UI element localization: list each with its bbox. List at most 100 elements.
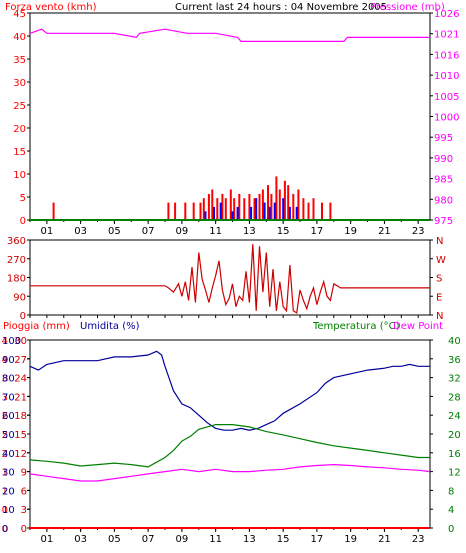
wind-bar bbox=[302, 198, 305, 220]
pressure-y-axis: 975 980 985 990 995 1000 1005 1010 1016 1021 1026 bbox=[430, 9, 459, 227]
wind-bar bbox=[267, 185, 269, 220]
y-tick-label: 985 bbox=[434, 175, 453, 186]
wind-bar bbox=[199, 202, 202, 220]
wind-bar bbox=[216, 198, 219, 220]
direction-line bbox=[30, 244, 430, 314]
y-tick-label: 20 bbox=[13, 124, 26, 135]
y-tick-label: 90 bbox=[13, 292, 26, 303]
y-tick-label: 3 bbox=[2, 392, 8, 403]
y-tick-label: 1 bbox=[2, 486, 8, 497]
gust-bar bbox=[213, 206, 215, 220]
wind-bar bbox=[238, 193, 241, 220]
x-tick-label: 03 bbox=[74, 226, 87, 237]
x-tick-label: 13 bbox=[243, 534, 256, 545]
y-tick-label: W bbox=[436, 255, 446, 266]
dewpoint-axis-label: Dew Point bbox=[393, 321, 443, 332]
x-tick-label: 17 bbox=[311, 534, 324, 545]
humidity-axis-label: Umidita (%) bbox=[80, 321, 140, 332]
chart-title: Current last 24 hours : 04 Novembre 2005 bbox=[175, 2, 387, 13]
x-tick-label: 09 bbox=[176, 534, 189, 545]
y-tick-label: 12 bbox=[448, 468, 461, 479]
y-tick-label: 40 bbox=[448, 336, 461, 347]
x-tick-label: 07 bbox=[142, 226, 155, 237]
y-tick-label: 36 bbox=[448, 355, 461, 366]
y-tick-label: 1016 bbox=[434, 50, 459, 61]
y-tick-label: 1005 bbox=[434, 92, 459, 103]
wind-bar bbox=[312, 198, 315, 220]
x-tick-label: 01 bbox=[41, 226, 54, 237]
x-tick-label: 11 bbox=[209, 226, 222, 237]
wind-bar bbox=[297, 189, 300, 220]
x-tick-label: 15 bbox=[277, 226, 290, 237]
y-tick-label: 8 bbox=[448, 486, 454, 497]
wind-bar bbox=[329, 202, 332, 220]
wind-bar bbox=[52, 202, 55, 220]
y-tick-label: N bbox=[436, 236, 443, 247]
x-tick-label: 09 bbox=[176, 226, 189, 237]
y-tick-label: 25 bbox=[13, 101, 26, 112]
gust-bar bbox=[282, 198, 285, 220]
y-tick-label: 2 bbox=[2, 430, 8, 441]
wind-bar bbox=[292, 193, 295, 220]
wind-bar bbox=[233, 198, 236, 220]
y-tick-label: 180 bbox=[7, 274, 26, 285]
y-tick-label: 1 bbox=[2, 468, 8, 479]
wind-bar bbox=[192, 202, 195, 220]
y-tick-label: 40 bbox=[13, 32, 26, 43]
y-tick-label: 1010 bbox=[434, 71, 459, 82]
y-tick-label: 0 bbox=[448, 524, 454, 535]
gust-bar bbox=[231, 211, 234, 220]
y-tick-label: 40 bbox=[2, 449, 15, 460]
y-tick-label: 60 bbox=[2, 411, 15, 422]
wind-bar bbox=[202, 198, 205, 220]
y-tick-label: 975 bbox=[434, 216, 453, 227]
x-tick-label: 23 bbox=[412, 534, 425, 545]
wind-bar bbox=[283, 180, 286, 220]
y-tick-label: 2 bbox=[2, 411, 8, 422]
y-tick-label: 50 bbox=[2, 430, 15, 441]
gust-bar bbox=[236, 206, 239, 220]
direction-x-axis bbox=[29, 315, 419, 318]
y-tick-label: 9 bbox=[21, 468, 27, 479]
x-tick-label: 17 bbox=[311, 226, 324, 237]
y-tick-label: 270 bbox=[7, 255, 26, 266]
y-tick-label: N bbox=[436, 311, 443, 322]
y-tick-label: 24 bbox=[14, 374, 27, 385]
y-tick-label: 20 bbox=[2, 486, 15, 497]
x-tick-label: 07 bbox=[142, 534, 155, 545]
y-tick-label: 995 bbox=[434, 133, 453, 144]
y-tick-label: 28 bbox=[448, 392, 461, 403]
direction-y-axis: 0 90 180 270 360 bbox=[7, 236, 30, 322]
temperature-line bbox=[29, 424, 430, 468]
gust-bar bbox=[219, 202, 222, 220]
y-tick-label: 30 bbox=[13, 78, 26, 89]
gust-bar bbox=[273, 202, 276, 220]
wind-bar bbox=[253, 198, 256, 220]
wind-axis-label: Forza vento (kmh) bbox=[5, 2, 97, 13]
y-tick-label: 15 bbox=[14, 430, 27, 441]
y-tick-label: 80 bbox=[2, 374, 15, 385]
y-tick-label: 15 bbox=[13, 147, 26, 158]
y-tick-label: 18 bbox=[14, 411, 27, 422]
y-tick-label: 6 bbox=[21, 486, 27, 497]
y-tick-label: S bbox=[436, 274, 442, 285]
wind-bar bbox=[287, 185, 290, 220]
y-tick-label: 0 bbox=[20, 311, 26, 322]
y-tick-label: 0 bbox=[2, 505, 8, 516]
dewpoint-line bbox=[29, 463, 431, 482]
y-tick-label: 0 bbox=[2, 524, 8, 535]
wind-bar bbox=[243, 198, 246, 220]
wind-bar bbox=[275, 176, 278, 220]
gust-bar bbox=[268, 206, 271, 220]
gust-bar bbox=[263, 202, 266, 220]
x-tick-label: 05 bbox=[108, 226, 121, 237]
temperature-axis-label: Temperatura (°C) bbox=[312, 321, 400, 332]
wind-bar bbox=[211, 189, 214, 220]
x-tick-label: 21 bbox=[378, 226, 391, 237]
y-tick-label: 30 bbox=[14, 336, 27, 347]
wind-bar bbox=[261, 189, 264, 220]
y-tick-label: 12 bbox=[14, 449, 27, 460]
